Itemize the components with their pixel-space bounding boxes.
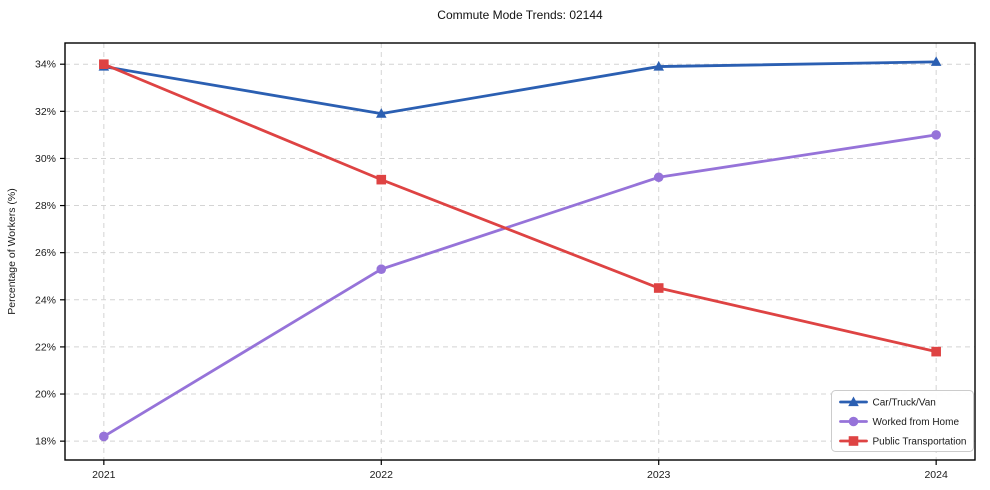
data-point-car-truck-van-2024 (930, 56, 942, 66)
axis-frame (64, 42, 976, 461)
y-axis-label: Percentage of Workers (%) (6, 188, 18, 314)
data-point-public-transportation-2024 (931, 346, 941, 357)
y-tick-label: 32% (35, 106, 56, 118)
y-tick-label: 30% (35, 153, 56, 165)
y-tick-label: 24% (35, 294, 56, 306)
series-line-car-truck-van (102, 60, 938, 116)
data-point-worked-from-home-2024 (931, 130, 941, 140)
y-tick-label: 18% (35, 436, 56, 448)
data-point-worked-from-home-2022 (376, 264, 387, 274)
y-tick-label: 28% (35, 200, 56, 212)
y-tick-label: 22% (35, 341, 56, 353)
data-point-car-truck-van-2023 (653, 61, 664, 71)
data-point-worked-from-home-2021 (99, 431, 109, 442)
y-tick-label: 34% (35, 59, 56, 71)
chart-title: Commute Mode Trends: 02144 (437, 8, 603, 22)
data-point-public-transportation-2022 (376, 174, 387, 185)
series-line-worked-from-home (102, 133, 938, 438)
x-tick-label: 2023 (647, 469, 671, 481)
data-point-public-transportation-2021 (99, 59, 109, 70)
series-line-public-transportation (102, 62, 938, 354)
legend-label-worked-from-home: Worked from Home (873, 417, 960, 428)
legend-marker-square (848, 436, 859, 446)
x-tick-label: 2024 (924, 469, 948, 481)
legend-marker-circle (848, 416, 859, 427)
x-tick-label: 2022 (370, 469, 394, 481)
legend-box (831, 390, 974, 452)
x-tick-label: 2021 (92, 469, 116, 481)
data-point-public-transportation-2023 (653, 283, 664, 293)
legend-marker-triangle (848, 396, 859, 407)
legend-label-car-truck-van: Car/Truck/Van (873, 398, 936, 409)
data-point-car-truck-van-2022 (376, 108, 387, 118)
y-tick-label: 20% (35, 389, 56, 401)
data-point-worked-from-home-2023 (653, 172, 664, 183)
y-tick-label: 26% (35, 247, 56, 259)
legend-label-public-transportation: Public Transportation (873, 437, 967, 448)
